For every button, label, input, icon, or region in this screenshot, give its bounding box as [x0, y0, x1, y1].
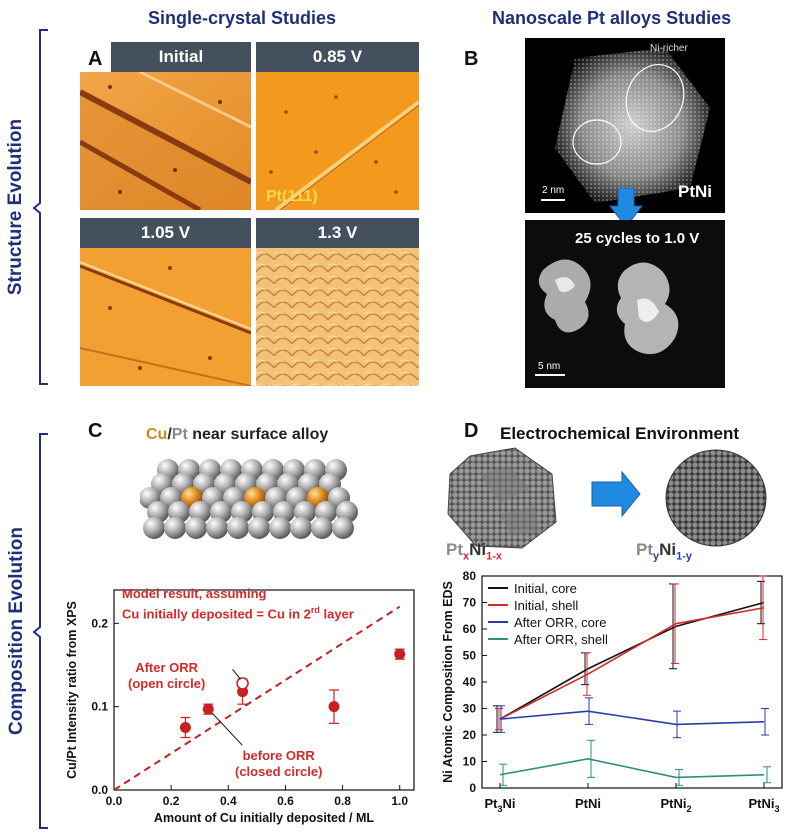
pt-atom [143, 517, 165, 539]
series-line [499, 710, 765, 726]
afm-image-105v [80, 248, 251, 386]
series-line [499, 607, 765, 720]
panel-b-letter: B [464, 48, 479, 70]
closed-circle-point [394, 648, 406, 660]
x-tick-label: 1.0 [391, 794, 408, 808]
panel-c-letter: C [88, 420, 103, 442]
y-axis-label: Cu/Pt Intensity ratio from XPS [65, 601, 79, 779]
y-tick-label: 0.2 [91, 616, 108, 630]
x-tick-label: 0.4 [220, 794, 237, 808]
model-dashed-line [113, 605, 401, 791]
model-result-annotation: Model result, assuming Cu initially depo… [122, 586, 354, 622]
y-tick-label: 60 [463, 622, 477, 636]
y-axis-label: Ni Atomic Composition From EDS [441, 581, 455, 783]
afm-image-085v [256, 72, 419, 210]
after-orr-annotation: After ORR (open circle) [128, 660, 206, 691]
down-arrow-icon [609, 188, 643, 228]
structure-evolution-label: Structure Evolution [5, 118, 26, 296]
pt-text: Pt [171, 426, 188, 443]
cycles-label: 25 cycles to 1.0 V [575, 230, 700, 247]
pt-atom [164, 517, 186, 539]
composition-bracket [32, 433, 48, 829]
open-circle-point [236, 677, 249, 690]
pt-atom [311, 517, 333, 539]
tile-105v-title: 1.05 V [80, 218, 251, 248]
x-axis-label: Amount of Cu initially deposited / ML [154, 811, 374, 825]
panel-d-title: Electrochemical Environment [500, 424, 740, 443]
pt-atom [185, 517, 207, 539]
y-tick-label: 20 [463, 728, 477, 742]
scale-bar-2nm: 2 nm [542, 185, 565, 196]
y-tick-label: 30 [463, 702, 477, 716]
afm-image-13v [256, 248, 419, 386]
pt-atom [248, 517, 270, 539]
tile-085v-title: 0.85 V [256, 42, 419, 72]
x-category-label: PtNi3 [748, 796, 779, 814]
formula-after: PtyNi1-y [636, 540, 693, 563]
pt-atom [227, 517, 249, 539]
y-tick-label: 40 [463, 675, 477, 689]
pt-atom [332, 517, 354, 539]
panel-d-letter: D [464, 420, 479, 442]
formula-before: PtxNi1-x [446, 540, 503, 563]
panel-c-title: Cu/Pt near surface alloy [146, 426, 329, 443]
legend-label: Initial, shell [514, 598, 578, 613]
pt-atom [206, 517, 228, 539]
pt-atom [290, 517, 312, 539]
series-line [499, 758, 765, 779]
composition-evolution-label: Composition Evolution [6, 527, 27, 735]
tile-initial-title: Initial [111, 42, 251, 72]
y-tick-label: 50 [463, 649, 477, 663]
pt-atom [269, 517, 291, 539]
y-tick-label: 10 [463, 755, 477, 769]
legend-label: Initial, core [514, 581, 577, 596]
tem-image-after-cycles [525, 220, 725, 388]
y-tick-label: 0.0 [91, 783, 108, 797]
before-orr-annotation: before ORR (closed circle) [235, 748, 323, 779]
ni-richer-label: Ni-richer [650, 43, 688, 54]
after-orr-leader [232, 669, 241, 680]
legend-label: After ORR, core [514, 615, 606, 630]
y-tick-label: 70 [463, 596, 477, 610]
scale-bar-5nm: 5 nm [538, 361, 561, 372]
afm-image-initial [80, 72, 251, 210]
pt111-label: Pt(111) [266, 188, 318, 205]
y-tick-label: 80 [463, 569, 477, 583]
cu-pt-slab-illustration [140, 459, 358, 539]
x-tick-label: 0.8 [334, 794, 351, 808]
chart-d-eds: 0 10 20 30 40 50 60 70 80 Pt3Ni PtNi PtNi2 PtNi3 Ni A… [441, 569, 783, 814]
x-tick-label: 0.6 [277, 794, 294, 808]
cu-text: Cu [146, 426, 168, 443]
panel-a-letter: A [88, 48, 103, 70]
y-tick-label: 0.1 [91, 700, 108, 714]
ptni-label: PtNi [678, 182, 712, 201]
y-tick-label: 0 [469, 781, 476, 795]
legend-label: After ORR, shell [514, 632, 608, 647]
closed-circle-point [328, 701, 340, 713]
x-category-label: PtNi [575, 796, 601, 811]
structure-bracket [32, 29, 48, 385]
chart-c-xps: 0.0 0.2 0.4 0.6 0.8 1.0 0.0 0.1 0.2 Amount of Cu … [65, 589, 415, 825]
nanoparticle-illustration [447, 447, 767, 549]
x-category-label: Pt3Ni [484, 796, 515, 814]
closed-circle-point [202, 703, 214, 715]
x-category-label: PtNi2 [660, 796, 691, 814]
tem-image-initial [525, 38, 725, 213]
plot-frame [113, 589, 415, 791]
x-tick-label: 0.2 [163, 794, 180, 808]
series-line [499, 601, 765, 720]
closed-circle-point [179, 722, 191, 733]
tile-13v-title: 1.3 V [256, 218, 419, 248]
x-tick-label: 0.0 [106, 794, 123, 808]
panel-a-header: Single-crystal Studies [148, 8, 337, 28]
before-orr-leader [211, 712, 243, 746]
panel-b-header: Nanoscale Pt alloys Studies [492, 8, 732, 28]
